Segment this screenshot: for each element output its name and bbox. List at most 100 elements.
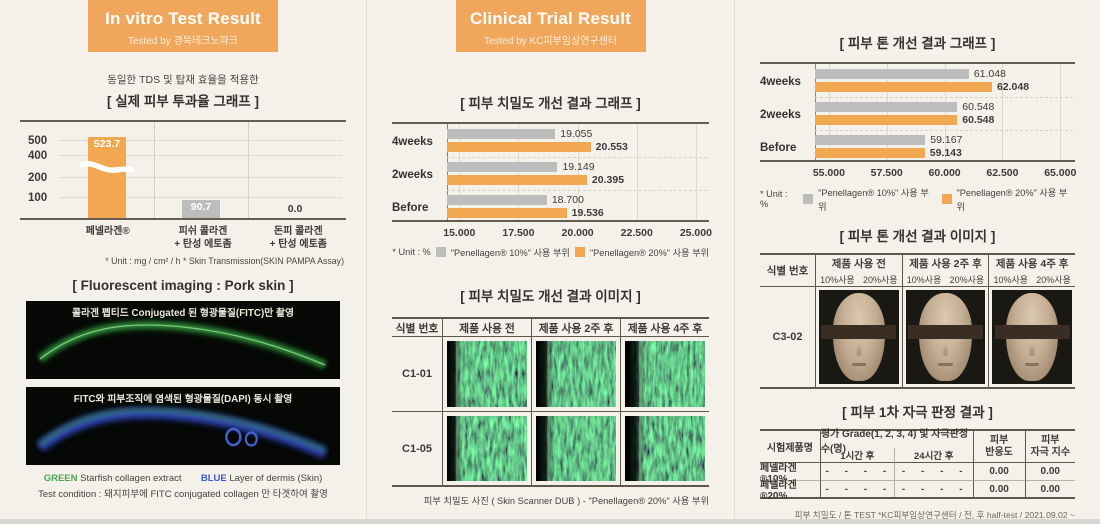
clinical-subtitle: Tested by KC피부임상연구센터 [483,36,618,47]
bar-value-label: 20.395 [591,174,625,186]
x-tick-label: 57.500 [870,167,903,179]
legend-green-key: GREEN [43,473,78,484]
group-separator [447,190,707,191]
gridline [577,124,579,220]
density-image-caption: 피부 치밀도 사진 ( Skin Scanner DUB ) - "Penell… [423,496,709,506]
y-tick-label: 400 [28,150,48,162]
gridline [886,64,888,160]
x-tick-label: 62.500 [986,167,1019,179]
legend-chip-20pct-icon [574,247,585,257]
column-tone: [ 피부 톤 개선 결과 그래프 ] 4weeks 61.048 62.048 2we… [735,0,1100,524]
category-label: 2weeks [760,109,801,121]
privacy-bar [994,324,1070,339]
legend-chip-10pct-icon [435,247,446,257]
bar-value-label: 62.048 [996,81,1030,93]
y-tick-label: 500 [28,135,48,147]
transmission-intro: 동일한 TDS 및 탑재 효율을 적용한 [ 실제 피부 투과율 그래프 ] [0,72,366,110]
fluorescent-legend: GREEN Starfish collagen extract BLUE Lay… [0,473,366,484]
transmission-unit-note: * Unit : mg / cm² / h * Skin Transmissio… [105,256,344,266]
gridline [1002,64,1004,160]
bar-1 [182,199,220,218]
invitro-subtitle: Tested by 경북테크노파크 [128,36,238,47]
column-invitro: In vitro Test Result Tested by 경북테크노파크 동… [0,0,367,524]
gridline [518,124,520,220]
irr-row-24h: - - - - [893,463,973,480]
bar-20pct-4weeks [447,142,591,152]
bar-10pct-Before [815,135,926,145]
scan-image-cell [620,337,709,411]
irr-row-24h: - - - - [893,480,973,497]
group-separator [447,157,707,158]
legend-blue-key: BLUE [200,473,227,484]
category-label: 2weeks [392,169,433,181]
footnotes: 피부 치밀도 / 톤 TEST *KC피부임상연구센터 / 전, 후 half-… [760,508,1075,524]
row-id-c1-05: C1-05 [392,411,442,485]
irr-header-reaction: 피부 반응도 [972,431,1025,463]
face-photo [992,290,1072,384]
tone-chart-plot: 4weeks 61.048 62.048 2weeks 60.548 60.548 Befo… [760,62,1075,162]
y-tick-label: 100 [28,192,48,204]
irr-row-product: 페넬라겐®10% [760,462,797,485]
tone-chart-title: [ 피부 톤 개선 결과 그래프 ] [839,36,996,51]
intro-line: 동일한 TDS 및 탑재 효율을 적용한 [107,74,259,86]
gridline [459,124,461,220]
row-id-c1-01: C1-01 [402,368,432,380]
legend-20pct-label: "Penellagen® 20%" 사용 부위 [956,188,1068,212]
category-label: Before [392,202,429,214]
irritation-table: 시험제품명 평가 Grade(1, 2, 3, 4) 및 자극판정수(명) 피부… [760,429,1075,502]
face-header-4weeks: 제품 사용 4주 후 [988,255,1075,272]
clinical-header-band: Clinical Trial Result Tested by KC피부임상연구… [455,0,646,52]
category-label: 4weeks [760,76,801,88]
legend-20pct-label: "Penellagen® 20%" 사용 부위 [589,248,709,258]
gridline [60,140,342,141]
skin-scanner-texture [625,341,705,407]
bar-value-label: 18.700 [551,194,584,206]
table-header-id: 식별 번호 [392,319,442,337]
category-separator [153,122,155,218]
bar-value-label: 60.548 [962,101,995,113]
category-label: Before [760,142,797,154]
tone-image-title: [ 피부 톤 개선 결과 이미지 ] [839,229,996,244]
bar-value-label: 20.553 [595,141,628,153]
irr-subheader-24h: 24시간 후 [893,448,973,463]
irr-row-reaction: 0.00 [972,480,1025,497]
scan-image-cell [442,337,531,411]
irr-row-reaction: 0.00 [972,463,1025,480]
bar-value-label: 19.536 [571,207,604,219]
bar-10pct-Before [447,195,547,205]
face-header-id: 식별 번호 [760,255,815,287]
axis-line [447,124,448,220]
table-header-4weeks: 제품 사용 4주 후 [620,319,709,337]
table-header-before: 제품 사용 전 [442,319,531,337]
skin-scanner-texture [625,416,705,481]
bar-value-label: 90.7 [190,200,212,213]
scan-image-cell [531,337,620,411]
unit-label: * Unit : % [760,189,788,209]
face-photo [819,290,899,384]
irr-row-1h: - - - - [819,463,894,480]
bar-value-label: 523.7 [93,138,121,151]
skin-scanner-texture [536,341,616,407]
density-image-title: [ 피부 치밀도 개선 결과 이미지 ] [460,289,641,304]
bar-20pct-2weeks [447,175,587,185]
skin-scanner-texture [536,416,616,481]
invitro-header-band: In vitro Test Result Tested by 경북테크노파크 [88,0,278,52]
unit-label: * Unit : % [392,247,431,257]
bar-20pct-Before [815,148,925,158]
transmission-chart-categories: 페넬라겐® 피쉬 콜라겐 + 탄성 에토좀 돈피 콜라겐 + 탄성 에토좀 [20,225,346,251]
gridline [60,177,342,178]
category-label: 피쉬 콜라겐 + 탄성 에토좀 [174,226,232,250]
gridline [944,64,946,160]
group-separator [815,97,1073,98]
gridline [636,124,638,220]
x-tick-label: 55.000 [812,167,845,179]
category-label: 4weeks [392,136,433,148]
skin-scanner-texture [447,416,527,481]
tone-chart: 4weeks 61.048 62.048 2weeks 60.548 60.548 Befo… [760,62,1077,213]
bar-10pct-2weeks [447,162,558,172]
scan-image-cell [531,411,620,485]
face-photo-cell [901,287,989,387]
tone-chart-xticks: 55.000 57.500 60.000 62.500 65.000 [812,165,1077,180]
face-header-before: 제품 사용 전 [815,255,902,272]
irr-row-index: 0.00 [1024,480,1075,497]
